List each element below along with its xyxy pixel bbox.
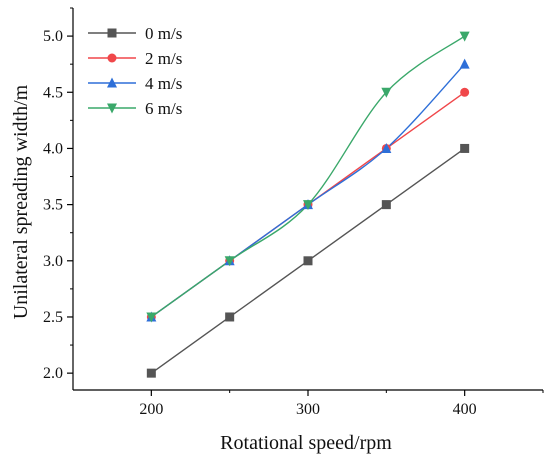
y-tick-label: 4.5	[43, 84, 63, 101]
y-tick-label: 3.5	[43, 197, 63, 214]
series-line-3	[150, 35, 466, 318]
data-point-series-0	[381, 200, 391, 210]
legend-swatch-marker	[107, 28, 117, 38]
data-point-series-3	[381, 87, 392, 98]
data-point-series-0	[303, 256, 313, 266]
data-point-series-3	[303, 200, 313, 211]
axes: 200 300 400 2.0 2.5 3.0 3.5 4.0 4.5 5.0	[43, 7, 544, 418]
data-point-series-2	[381, 142, 392, 153]
x-tick-label: 300	[296, 401, 320, 418]
y-tick-label: 4.0	[43, 140, 63, 157]
legend-swatch-marker	[107, 77, 117, 88]
data-point-series-3	[146, 312, 157, 323]
data-point-series-3	[459, 31, 470, 42]
legend-swatch-marker	[107, 103, 117, 114]
y-tick-label: 2.5	[43, 309, 63, 326]
y-tick-label: 2.0	[43, 365, 63, 382]
data-point-series-3	[224, 256, 235, 267]
series-line-2	[150, 63, 466, 318]
legend-label: 0 m/s	[145, 24, 182, 43]
y-tick-label: 5.0	[43, 28, 63, 45]
y-axis-label: Unilateral spreading width/m	[10, 84, 32, 319]
legend: 0 m/s 2 m/s 4 m/s 6 m/s	[88, 24, 182, 118]
data-point-series-2	[459, 58, 470, 69]
data-point-series-0	[225, 312, 235, 322]
data-point-series-0	[460, 143, 470, 153]
legend-swatch-marker	[107, 53, 117, 63]
legend-label: 4 m/s	[145, 74, 182, 93]
data-point-series-1	[460, 87, 470, 97]
y-tick-label: 3.0	[43, 253, 63, 270]
data-point-series-0	[146, 368, 156, 378]
legend-label: 2 m/s	[145, 49, 182, 68]
x-tick-label: 400	[453, 401, 477, 418]
legend-label: 6 m/s	[145, 99, 182, 118]
series-markers	[146, 31, 470, 378]
x-tick-label: 200	[139, 401, 163, 418]
x-axis-label: Rotational speed/rpm	[220, 432, 392, 454]
